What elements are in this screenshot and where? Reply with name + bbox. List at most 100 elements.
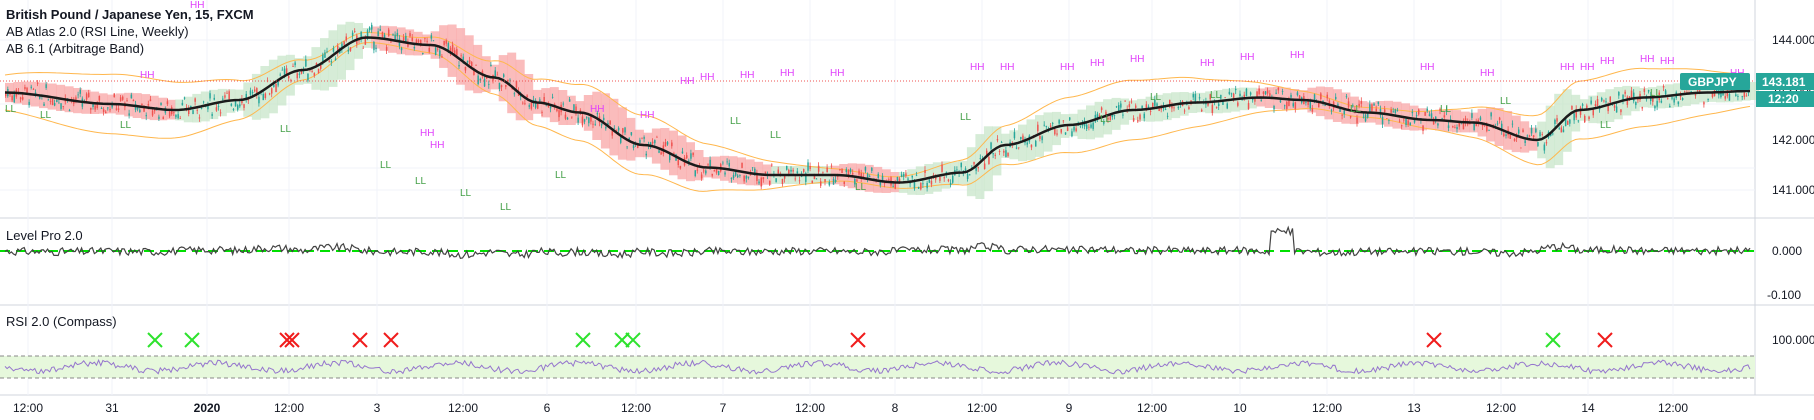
- countdown-tag-bg: [1756, 91, 1814, 107]
- hh-marker: HH: [1640, 54, 1654, 65]
- time-axis-label: 8: [892, 401, 899, 415]
- level-pane-title[interactable]: Level Pro 2.0: [6, 228, 83, 243]
- buy-cross-marker: [184, 332, 200, 348]
- rsi-line: [4, 358, 1751, 375]
- time-axis-label: 6: [544, 401, 551, 415]
- ll-marker: LL: [1440, 104, 1452, 115]
- hh-marker: HH: [140, 70, 154, 81]
- ll-marker: LL: [960, 112, 972, 123]
- ll-marker: LL: [730, 116, 742, 127]
- hh-marker: HH: [780, 68, 794, 79]
- price-axis-label: 141.000: [1772, 183, 1814, 197]
- ll-marker: LL: [855, 182, 867, 193]
- ll-marker: LL: [280, 124, 292, 135]
- sell-cross-marker: [383, 332, 399, 348]
- hh-marker: HH: [430, 140, 444, 151]
- time-axis-label: 12:00: [1486, 401, 1516, 415]
- rsi-pane-legend[interactable]: RSI 2.0 (Compass): [6, 313, 117, 330]
- time-axis-label: 12:00: [274, 401, 304, 415]
- ll-marker: LL: [1350, 104, 1362, 115]
- price-tag: 143.181: [1762, 75, 1806, 89]
- ll-marker: LL: [1100, 114, 1112, 125]
- hh-marker: HH: [1240, 52, 1254, 63]
- level-pro-line: [4, 225, 1751, 260]
- time-axis-label: 14: [1581, 401, 1595, 415]
- hh-marker: HH: [590, 104, 604, 115]
- indicator-arbitrage-band[interactable]: AB 6.1 (Arbitrage Band): [6, 41, 145, 56]
- hh-marker: HH: [1290, 50, 1304, 61]
- hh-marker: HH: [1420, 62, 1434, 73]
- sell-cross-marker: [279, 332, 295, 348]
- hh-marker: HH: [1200, 58, 1214, 69]
- time-axis-label: 7: [720, 401, 727, 415]
- time-axis-label: 12:00: [1137, 401, 1167, 415]
- countdown-tag: 12:20: [1768, 92, 1799, 106]
- ll-marker: LL: [770, 130, 782, 141]
- price-axis-label: 144.000: [1772, 33, 1814, 47]
- indicator-atlas[interactable]: AB Atlas 2.0 (RSI Line, Weekly): [6, 24, 189, 39]
- hh-marker: HH: [740, 70, 754, 81]
- time-axis-label: 12:00: [621, 401, 651, 415]
- hh-marker: HH: [1130, 54, 1144, 65]
- chart-title[interactable]: British Pound / Japanese Yen, 15, FXCM: [6, 7, 254, 22]
- hh-marker: HH: [830, 68, 844, 79]
- ll-marker: LL: [500, 202, 512, 213]
- ll-marker: LL: [40, 110, 52, 121]
- moving-average-line: [4, 36, 1750, 184]
- arbitrage-band-lower: [4, 42, 1751, 192]
- time-axis-label: 12:00: [795, 401, 825, 415]
- hh-marker: HH: [1560, 62, 1574, 73]
- buy-cross-marker: [147, 332, 163, 348]
- time-axis-label: 12:00: [1658, 401, 1688, 415]
- ma-cloud: [5, 21, 1759, 199]
- symbol-tag-bg: [1680, 73, 1750, 90]
- time-axis-label: 12:00: [967, 401, 997, 415]
- buy-cross-marker: [575, 332, 591, 348]
- time-axis-label: 12:00: [448, 401, 478, 415]
- rsi-pane-title[interactable]: RSI 2.0 (Compass): [6, 314, 117, 329]
- time-axis-label: 12:00: [1312, 401, 1342, 415]
- hh-marker: HH: [1060, 62, 1074, 73]
- time-axis-label: 2020: [194, 401, 221, 415]
- rsi-axis-label: 100.000: [1772, 333, 1814, 347]
- buy-cross-marker: [625, 332, 641, 348]
- hh-marker: HH: [640, 110, 654, 121]
- rsi-zone: [0, 356, 1755, 378]
- main-legend: British Pound / Japanese Yen, 15, FXCM A…: [6, 6, 254, 57]
- ll-marker: LL: [1650, 88, 1662, 99]
- buy-cross-marker: [614, 332, 630, 348]
- sell-cross-marker: [1426, 332, 1442, 348]
- time-axis-label: 10: [1233, 401, 1247, 415]
- sell-cross-marker: [1597, 332, 1613, 348]
- time-axis-label: 9: [1066, 401, 1073, 415]
- time-axis-label: 31: [105, 401, 119, 415]
- ll-marker: LL: [5, 104, 17, 115]
- level-pane-legend[interactable]: Level Pro 2.0: [6, 227, 83, 244]
- hh-marker: HH: [1660, 56, 1674, 67]
- hh-marker: HH: [680, 76, 694, 87]
- ll-marker: LL: [1150, 92, 1162, 103]
- price-tag-bg: [1756, 73, 1814, 90]
- ll-marker: LL: [1210, 90, 1222, 101]
- hh-marker: HH: [1480, 68, 1494, 79]
- sell-cross-marker: [352, 332, 368, 348]
- hh-marker: HH: [1090, 58, 1104, 69]
- time-axis-label: 12:00: [13, 401, 43, 415]
- time-axis-label: 3: [374, 401, 381, 415]
- sell-cross-marker: [850, 332, 866, 348]
- buy-cross-marker: [1545, 332, 1561, 348]
- ll-marker: LL: [415, 176, 427, 187]
- level-axis-label: 0.000: [1772, 244, 1802, 258]
- ll-marker: LL: [1600, 120, 1612, 131]
- hh-marker: HH: [1600, 56, 1614, 67]
- level-axis-label: -0.100: [1767, 288, 1801, 302]
- hh-marker: HH: [970, 62, 984, 73]
- hh-marker: HH: [420, 128, 434, 139]
- time-axis-label: 13: [1407, 401, 1421, 415]
- ll-marker: LL: [380, 160, 392, 171]
- ll-marker: LL: [120, 120, 132, 131]
- sell-cross-marker: [284, 332, 300, 348]
- hh-marker: HH: [1580, 62, 1594, 73]
